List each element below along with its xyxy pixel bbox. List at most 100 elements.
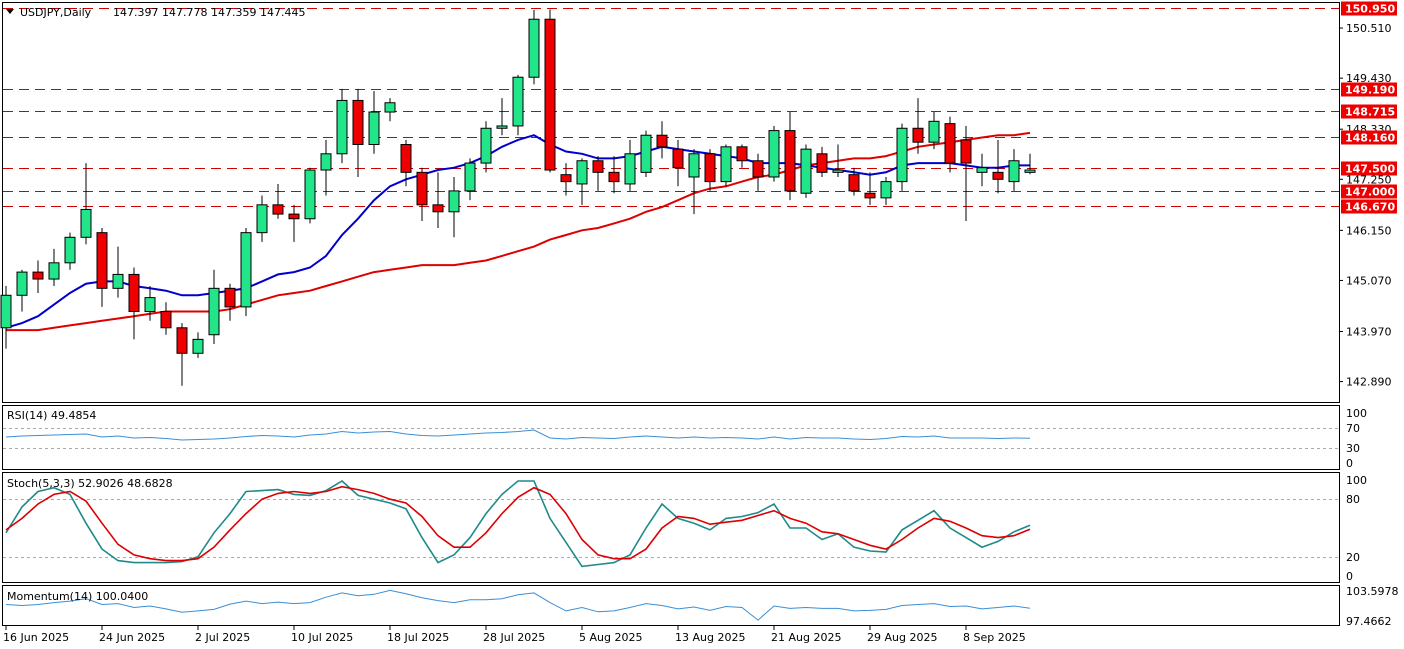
stoch-line-0 xyxy=(5,480,1031,568)
level-tag-bg-0 xyxy=(1341,1,1397,16)
momentum-title: Momentum(14) 100.0400 xyxy=(7,590,148,603)
candle-body-5 xyxy=(80,208,92,238)
candle-body-8 xyxy=(128,273,140,313)
level-tag-bg-1 xyxy=(1341,82,1397,97)
candle-body-52 xyxy=(832,169,844,173)
candlesticks xyxy=(0,9,1036,386)
price-tick-label-7: 142.890 xyxy=(1346,376,1392,389)
level-tag-5: 147.000 xyxy=(1345,186,1395,199)
menu-triangle-icon[interactable] xyxy=(6,9,14,14)
candle-body-18 xyxy=(288,213,300,220)
date-label-6: 5 Aug 2025 xyxy=(579,631,642,644)
level-tag-bg-6 xyxy=(1341,199,1397,214)
candle-body-37 xyxy=(592,160,604,173)
level-tag-3: 148.160 xyxy=(1345,132,1395,145)
date-label-10: 8 Sep 2025 xyxy=(963,631,1026,644)
price-tick-label-5: 145.070 xyxy=(1346,274,1392,287)
candle-body-0 xyxy=(0,294,12,329)
candle-body-21 xyxy=(336,99,348,155)
candle-body-47 xyxy=(752,160,764,178)
stoch-panel[interactable] xyxy=(2,472,1340,583)
date-label-2: 2 Jul 2025 xyxy=(195,631,250,644)
candle-body-48 xyxy=(768,130,780,178)
date-label-9: 29 Aug 2025 xyxy=(867,631,937,644)
level-tag-4: 147.500 xyxy=(1345,163,1395,176)
candle-body-20 xyxy=(320,153,332,171)
momentum-tick-0: 103.5978 xyxy=(1346,585,1399,598)
price-tick-label-4: 146.150 xyxy=(1346,224,1392,237)
candle-body-26 xyxy=(416,171,428,206)
candle-body-59 xyxy=(944,123,956,164)
level-tag-0: 150.950 xyxy=(1345,3,1395,16)
candle-body-45 xyxy=(720,146,732,183)
candle-body-16 xyxy=(256,204,268,234)
price-tick-label-1: 149.430 xyxy=(1346,72,1392,85)
candle-body-27 xyxy=(432,204,444,213)
candle-body-3 xyxy=(48,262,60,280)
candle-body-58 xyxy=(928,120,940,143)
rsi-tick-1: 70 xyxy=(1346,422,1360,435)
candle-body-44 xyxy=(704,153,716,183)
candle-body-63 xyxy=(1008,160,1020,183)
candle-body-57 xyxy=(912,127,924,143)
candle-body-51 xyxy=(816,153,828,173)
candle-body-40 xyxy=(640,134,652,173)
level-tag-6: 146.670 xyxy=(1345,201,1395,214)
date-label-7: 13 Aug 2025 xyxy=(675,631,745,644)
moving-average-line-1 xyxy=(6,131,1031,332)
resistance-support-lines xyxy=(3,8,1339,207)
price-axis: 150.510149.430148.330147.250146.150145.0… xyxy=(1339,22,1392,389)
candle-body-22 xyxy=(352,99,364,146)
stoch-tick-1: 80 xyxy=(1346,493,1360,506)
rsi-indicator: 100 70 30 0 xyxy=(3,407,1367,470)
momentum-indicator: 103.5978 97.4662 xyxy=(5,585,1399,628)
candle-body-55 xyxy=(880,181,892,199)
candle-body-10 xyxy=(160,311,172,329)
candle-body-33 xyxy=(528,18,540,78)
stoch-tick-2: 20 xyxy=(1346,551,1360,564)
candle-body-32 xyxy=(512,76,524,127)
candle-body-19 xyxy=(304,169,316,220)
level-tag-bg-5 xyxy=(1341,184,1397,199)
candle-body-35 xyxy=(560,174,572,183)
level-price-tags: 150.950 149.190 148.715 148.160 147.500 147.0… xyxy=(1341,1,1397,214)
moving-averages xyxy=(5,131,1031,332)
candle-body-46 xyxy=(736,146,748,162)
candle-body-61 xyxy=(976,167,988,173)
date-label-5: 28 Jul 2025 xyxy=(483,631,545,644)
momentum-panel[interactable] xyxy=(2,585,1340,626)
price-tick-label-6: 143.970 xyxy=(1346,325,1392,338)
candle-body-39 xyxy=(624,153,636,185)
candle-body-23 xyxy=(368,111,380,146)
candle-body-12 xyxy=(192,338,204,354)
candle-body-2 xyxy=(32,271,44,280)
candle-body-53 xyxy=(848,174,860,192)
momentum-tick-1: 97.4662 xyxy=(1346,615,1392,628)
candle-body-34 xyxy=(544,18,556,171)
stoch-tick-3: 0 xyxy=(1346,570,1353,583)
price-tick-label-3: 147.250 xyxy=(1346,173,1392,186)
moving-average-line-0 xyxy=(5,134,1030,329)
date-label-4: 18 Jul 2025 xyxy=(387,631,449,644)
level-tag-1: 149.190 xyxy=(1345,84,1395,97)
candle-body-29 xyxy=(464,162,476,192)
candle-body-64 xyxy=(1024,169,1036,173)
price-tick-label-0: 150.510 xyxy=(1346,22,1392,35)
candle-body-30 xyxy=(480,127,492,164)
rsi-tick-2: 30 xyxy=(1346,442,1360,455)
candle-body-1 xyxy=(16,271,28,296)
candle-body-62 xyxy=(992,171,1004,180)
candle-body-13 xyxy=(208,287,220,336)
stochastic-indicator: 100 80 20 0 xyxy=(3,474,1367,583)
date-label-1: 24 Jun 2025 xyxy=(99,631,165,644)
candle-body-43 xyxy=(688,153,700,178)
chart-symbol-title: USDJPY,Daily xyxy=(20,6,92,19)
momentum-line-0 xyxy=(5,589,1031,621)
candle-body-56 xyxy=(896,127,908,183)
date-label-3: 10 Jul 2025 xyxy=(291,631,353,644)
level-tag-bg-3 xyxy=(1341,130,1397,145)
level-tag-2: 148.715 xyxy=(1345,106,1395,119)
candle-body-28 xyxy=(448,190,460,213)
candle-body-41 xyxy=(656,134,668,148)
